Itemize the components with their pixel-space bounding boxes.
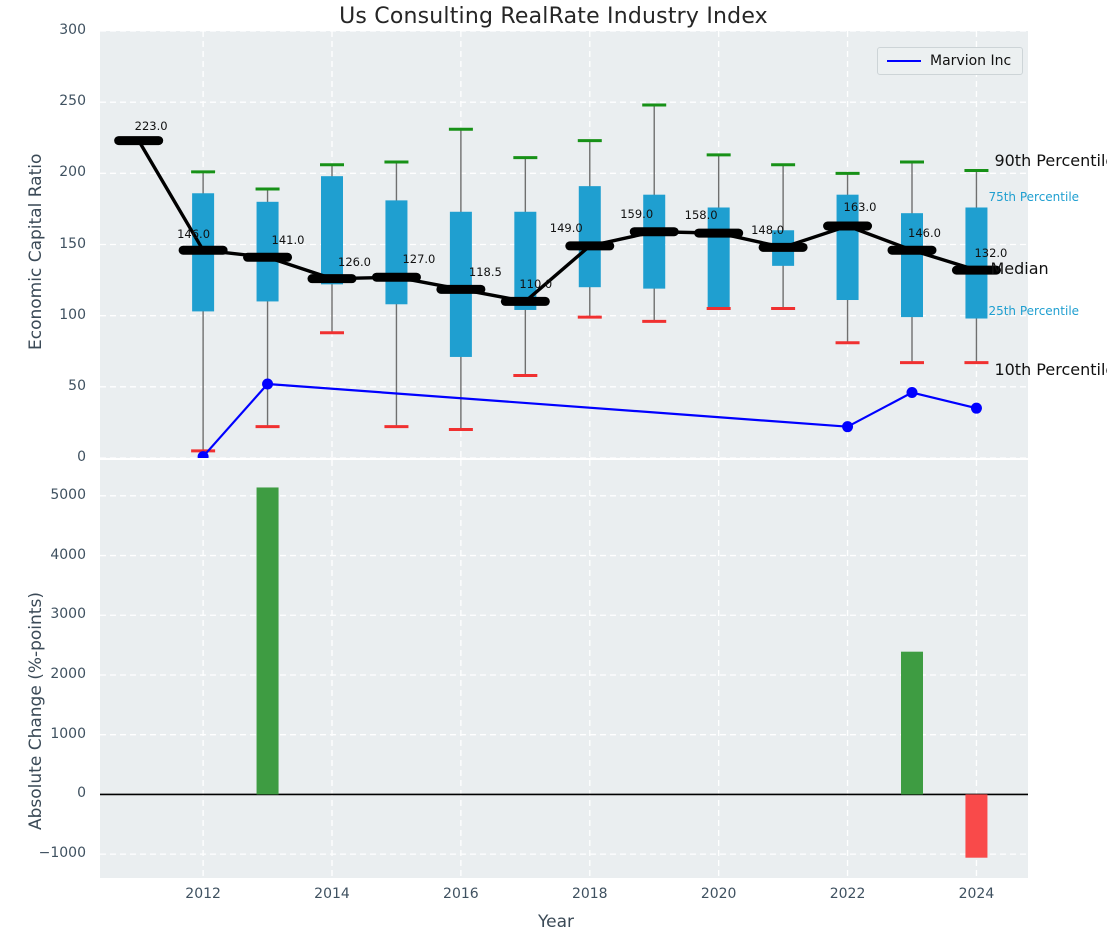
page-title: Us Consulting RealRate Industry Index: [0, 4, 1107, 29]
company-data-point: [907, 387, 918, 398]
company-line-segment: [268, 384, 977, 427]
median-value-label: 159.0: [620, 207, 653, 221]
box-quartile-range: [579, 186, 601, 287]
annotation-p75: 75th Percentile: [988, 190, 1079, 204]
change-bar-negative: [965, 794, 987, 857]
box-plot-svg: [100, 31, 1028, 458]
median-value-label: 158.0: [685, 208, 718, 222]
x-tick-label: 2014: [292, 886, 372, 902]
annotation-p90: 90th Percentile: [994, 151, 1107, 170]
y-tick-label-bottom: 5000: [26, 487, 86, 503]
y-tick-label-top: 200: [26, 164, 86, 180]
x-tick-label: 2012: [163, 886, 243, 902]
figure-canvas: Us Consulting RealRate Industry Index Ec…: [0, 0, 1107, 942]
median-value-label: 110.0: [519, 277, 552, 291]
annotation-median: Median: [990, 259, 1048, 278]
change-bar-panel: [100, 460, 1028, 878]
y-tick-label-bottom: 3000: [26, 606, 86, 622]
annotation-p10: 10th Percentile: [994, 360, 1107, 379]
x-tick-label: 2024: [936, 886, 1016, 902]
y-tick-label-bottom: 4000: [26, 547, 86, 563]
median-value-label: 223.0: [135, 119, 168, 133]
box-quartile-range: [708, 207, 730, 308]
x-axis-label: Year: [538, 912, 574, 932]
y-tick-label-top: 50: [26, 378, 86, 394]
legend[interactable]: Marvion Inc: [877, 47, 1023, 75]
y-tick-label-bottom: −1000: [26, 845, 86, 861]
median-value-label: 141.0: [272, 233, 305, 247]
median-value-label: 148.0: [751, 223, 784, 237]
x-tick-label: 2020: [679, 886, 759, 902]
legend-line-marvion-inc: [887, 60, 921, 62]
median-value-label: 149.0: [550, 221, 583, 235]
y-tick-label-top: 300: [26, 22, 86, 38]
box-quartile-range: [450, 212, 472, 357]
company-data-point: [842, 421, 853, 432]
median-value-label: 163.0: [844, 200, 877, 214]
change-bar-positive: [257, 487, 279, 794]
x-tick-label: 2016: [421, 886, 501, 902]
change-bar-svg: [100, 460, 1028, 878]
change-bar-positive: [901, 652, 923, 795]
x-tick-label: 2018: [550, 886, 630, 902]
box-plot-panel: [100, 31, 1028, 458]
y-tick-label-bottom: 0: [26, 785, 86, 801]
y-tick-label-bottom: 1000: [26, 726, 86, 742]
annotation-p25: 25th Percentile: [988, 304, 1079, 318]
median-value-label: 146.0: [177, 227, 210, 241]
y-tick-label-top: 250: [26, 93, 86, 109]
y-tick-label-top: 150: [26, 236, 86, 252]
y-tick-label-bottom: 2000: [26, 666, 86, 682]
legend-label-marvion-inc: Marvion Inc: [930, 53, 1011, 69]
median-value-label: 146.0: [908, 226, 941, 240]
y-tick-label-top: 0: [26, 449, 86, 465]
x-tick-label: 2022: [808, 886, 888, 902]
median-value-label: 132.0: [974, 246, 1007, 260]
y-tick-label-top: 100: [26, 307, 86, 323]
company-line-segment: [203, 384, 267, 457]
median-value-label: 118.5: [469, 265, 502, 279]
box-quartile-range: [257, 202, 279, 302]
median-value-label: 127.0: [402, 252, 435, 266]
box-quartile-range: [965, 207, 987, 318]
median-value-label: 126.0: [338, 255, 371, 269]
company-data-point: [262, 378, 273, 389]
company-data-point: [971, 403, 982, 414]
